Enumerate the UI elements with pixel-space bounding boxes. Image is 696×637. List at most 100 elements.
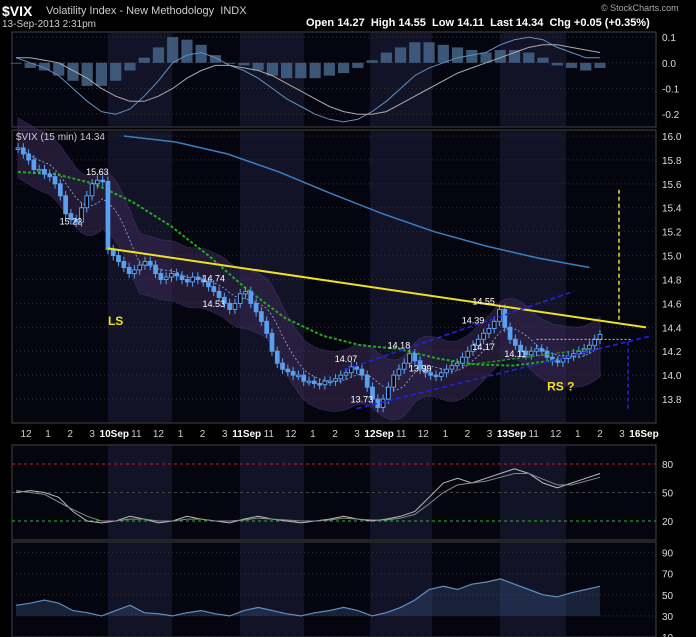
candle-body xyxy=(587,344,592,350)
x-axis-label-16: 12Sep xyxy=(364,429,393,440)
candle-body xyxy=(47,173,53,178)
candle-body xyxy=(63,195,68,215)
candle-body xyxy=(433,374,439,378)
macd-histogram-bar xyxy=(167,37,179,63)
x-axis-label-22: 13Sep xyxy=(497,429,526,440)
candle-body xyxy=(206,281,211,288)
candle-body xyxy=(380,398,386,408)
candle-body xyxy=(438,372,444,377)
macd-ytick-0: 0.1 xyxy=(662,33,676,44)
x-axis-label-17: 11 xyxy=(396,429,407,440)
x-axis-label-13: 1 xyxy=(310,429,316,440)
candle-body xyxy=(475,338,481,346)
candle-body xyxy=(89,183,95,197)
indicator-1-line-1 xyxy=(15,473,601,522)
candle-body xyxy=(327,380,333,384)
macd-histogram-bar xyxy=(523,52,535,63)
candle-body xyxy=(100,179,106,183)
candle-body xyxy=(95,179,100,185)
candle-body xyxy=(227,302,232,310)
candle-body xyxy=(444,368,449,374)
candle-body xyxy=(401,362,407,370)
candle-body xyxy=(36,168,42,172)
x-axis-label-25: 1 xyxy=(575,429,581,440)
macd-panel-session-shade-3 xyxy=(500,33,566,126)
date-label: 13-Sep-2013 2:31pm xyxy=(2,19,96,30)
x-axis-label-27: 3 xyxy=(619,429,625,440)
macd-histogram-bar xyxy=(266,62,278,76)
quote-summary: Open 14.27 High 14.55 Low 14.11 Last 14.… xyxy=(306,17,650,29)
macd-histogram-bar xyxy=(38,62,51,71)
candle-body xyxy=(105,180,111,251)
candle-body xyxy=(481,332,486,340)
candle-body xyxy=(423,368,428,374)
candle-body xyxy=(512,338,518,346)
macd-panel-session-shade-2 xyxy=(370,33,432,126)
candle-body xyxy=(460,356,465,364)
candle-body xyxy=(497,308,502,322)
macd-ytick-1: 0.0 xyxy=(662,59,676,70)
candle-body xyxy=(333,378,338,382)
symbol-label: $VIX xyxy=(2,3,33,19)
x-axis-label-0: 12 xyxy=(20,429,32,440)
price-ytick-1: 15.8 xyxy=(662,156,682,167)
candle-body xyxy=(42,168,47,175)
candle-body xyxy=(449,365,455,370)
candle-body xyxy=(296,374,301,378)
candle-body xyxy=(348,366,354,374)
x-axis-label-6: 12 xyxy=(153,429,165,440)
macd-histogram-bar xyxy=(466,49,478,63)
indicator-1-ytick-1: 50 xyxy=(662,489,674,500)
candle-body xyxy=(84,195,90,209)
candle-body xyxy=(179,275,185,280)
indicator-2-panel-session-shade-3 xyxy=(500,543,566,636)
candle-body xyxy=(386,386,391,400)
x-axis-label-2: 2 xyxy=(67,429,73,440)
candle-body xyxy=(518,344,523,352)
x-axis-label-15: 3 xyxy=(354,429,360,440)
candle-body xyxy=(20,147,26,155)
macd-histogram-bar xyxy=(494,49,506,63)
stockcharts-brand: © StockCharts.com xyxy=(601,3,679,13)
x-axis-label-8: 2 xyxy=(200,429,206,440)
candle-body xyxy=(322,380,328,386)
indicator-1-ytick-2: 20 xyxy=(662,517,674,528)
indicator-2-panel-session-shade-2 xyxy=(370,543,432,636)
macd-histogram-bar xyxy=(437,44,449,63)
macd-histogram-bar xyxy=(53,62,65,76)
x-axis-label-20: 2 xyxy=(465,429,471,440)
pattern-annotation-0: LS xyxy=(108,314,123,328)
candle-body xyxy=(259,311,264,322)
candle-body xyxy=(221,296,227,304)
macd-histogram-bar xyxy=(152,47,165,63)
macd-histogram-bar xyxy=(580,62,592,71)
price-ytick-11: 13.8 xyxy=(662,395,682,406)
candle-body xyxy=(216,290,222,298)
candle-body xyxy=(412,353,418,362)
bollinger-midline xyxy=(17,147,601,391)
candle-body xyxy=(306,380,312,384)
candle-body xyxy=(491,320,497,330)
candle-body xyxy=(523,350,529,356)
candle-body xyxy=(417,360,423,370)
candle-body xyxy=(68,213,74,221)
short-green-trend xyxy=(462,348,590,367)
candle-body xyxy=(116,255,121,263)
x-axis-label-4: 10Sep xyxy=(100,429,129,440)
price-label-4: 14.07 xyxy=(335,354,358,364)
macd-histogram-bar xyxy=(380,52,392,63)
indicator-2-ytick-2: 50 xyxy=(662,591,674,602)
candle-body xyxy=(285,368,291,373)
price-label-10: 14.17 xyxy=(472,342,495,352)
candle-body xyxy=(142,261,148,266)
macd-histogram-bar xyxy=(366,60,378,63)
candle-body xyxy=(15,147,21,150)
security-name: Volatility Index - New Methodology INDX xyxy=(46,5,247,17)
candle-body xyxy=(211,286,217,292)
price-label-2: 14.74 xyxy=(202,274,225,284)
macd-histogram-bar xyxy=(594,62,606,68)
candle-body xyxy=(502,308,508,328)
candle-body xyxy=(317,383,322,386)
macd-histogram-bar xyxy=(124,62,136,71)
